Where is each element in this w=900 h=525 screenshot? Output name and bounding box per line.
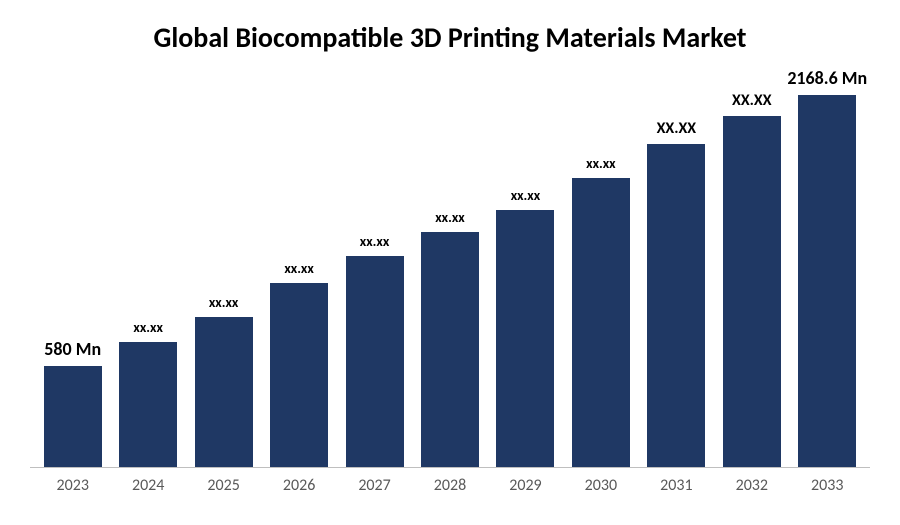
bar-value-label: xx.xx [133, 319, 162, 336]
bar-group: xx.xx [112, 67, 184, 467]
bars-area: 580 Mn xx.xx xx.xx xx.xx xx.xx xx.xx xx.xx xx.x… [30, 67, 870, 468]
bar [496, 210, 554, 467]
bar [421, 232, 479, 467]
bar-group: 2168.6 Mn [791, 67, 863, 467]
bar-group: XX.XX [716, 67, 788, 467]
bar [346, 256, 404, 467]
x-axis-label: 2028 [414, 476, 486, 495]
bar-value-label: xx.xx [511, 187, 540, 204]
bar-value-label: xx.xx [586, 155, 615, 172]
bar-value-label: XX.XX [732, 91, 772, 110]
bar [798, 95, 856, 467]
x-axis-label: 2031 [640, 476, 712, 495]
x-axis-labels: 2023202420252026202720282029203020312032… [30, 468, 870, 495]
bar-group: xx.xx [565, 67, 637, 467]
x-axis-label: 2029 [489, 476, 561, 495]
x-axis-label: 2026 [263, 476, 335, 495]
x-axis-label: 2030 [565, 476, 637, 495]
bar-value-label: XX.XX [657, 119, 697, 138]
bar [270, 283, 328, 467]
bar-group: xx.xx [339, 67, 411, 467]
chart-title: Global Biocompatible 3D Printing Materia… [30, 20, 870, 55]
bar-value-label: xx.xx [209, 294, 238, 311]
bar-value-label: xx.xx [435, 209, 464, 226]
x-axis-label: 2025 [188, 476, 260, 495]
bar [723, 116, 781, 467]
bar-group: XX.XX [640, 67, 712, 467]
bar [195, 317, 253, 467]
x-axis-label: 2023 [37, 476, 109, 495]
x-axis-label: 2032 [716, 476, 788, 495]
plot-area: 580 Mn xx.xx xx.xx xx.xx xx.xx xx.xx xx.xx xx.x… [30, 67, 870, 495]
bar-value-label: 580 Mn [44, 338, 101, 360]
bar [572, 178, 630, 467]
bar-group: xx.xx [263, 67, 335, 467]
bar-group: xx.xx [188, 67, 260, 467]
bar-value-label: 2168.6 Mn [787, 67, 867, 89]
bar-value-label: xx.xx [284, 260, 313, 277]
bar-group: 580 Mn [37, 67, 109, 467]
bar-value-label: xx.xx [360, 233, 389, 250]
bar [119, 342, 177, 467]
chart-container: Global Biocompatible 3D Printing Materia… [0, 0, 900, 525]
bar-group: xx.xx [414, 67, 486, 467]
x-axis-label: 2027 [339, 476, 411, 495]
bar [44, 366, 102, 467]
bar-group: xx.xx [489, 67, 561, 467]
bar [647, 144, 705, 467]
x-axis-label: 2033 [791, 476, 863, 495]
x-axis-label: 2024 [112, 476, 184, 495]
